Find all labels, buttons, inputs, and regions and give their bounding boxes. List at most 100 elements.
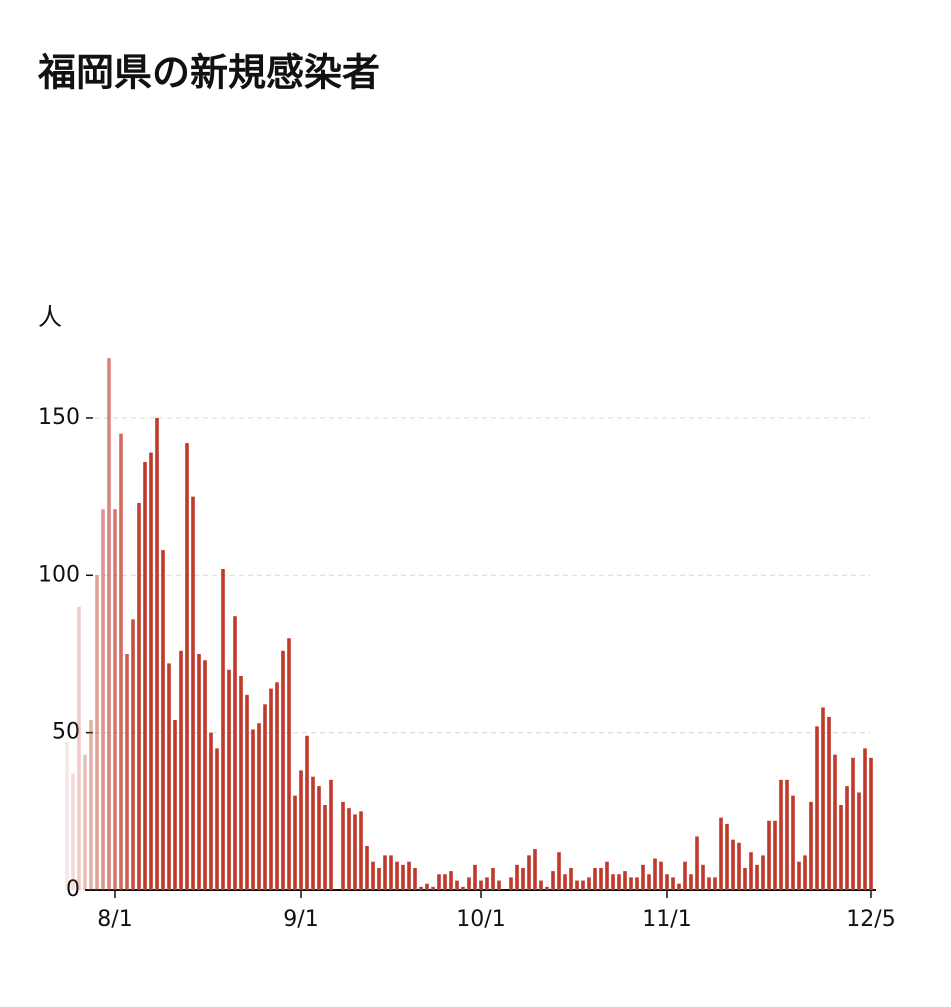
bar bbox=[113, 509, 117, 890]
bar bbox=[551, 871, 555, 890]
bar bbox=[719, 817, 723, 890]
bar bbox=[347, 808, 351, 890]
bar bbox=[413, 867, 417, 890]
bar bbox=[107, 358, 111, 890]
y-axis-label: 人 bbox=[38, 303, 62, 331]
x-tick-label: 10/1 bbox=[456, 907, 505, 932]
bar bbox=[305, 735, 309, 890]
bar bbox=[851, 757, 855, 890]
bar bbox=[833, 754, 837, 890]
bar bbox=[365, 845, 369, 890]
bar bbox=[443, 874, 447, 890]
bar bbox=[155, 417, 159, 890]
bar bbox=[323, 805, 327, 890]
bar bbox=[599, 867, 603, 890]
bar bbox=[317, 786, 321, 890]
bar bbox=[281, 650, 285, 890]
bar bbox=[275, 682, 279, 890]
bar bbox=[653, 858, 657, 890]
bar bbox=[149, 452, 153, 890]
bar bbox=[461, 886, 465, 890]
bar bbox=[647, 874, 651, 890]
bar bbox=[401, 864, 405, 890]
bar bbox=[89, 720, 93, 890]
y-tick-label: 100 bbox=[38, 562, 80, 587]
x-tick-label: 9/1 bbox=[283, 907, 318, 932]
y-tick-label: 0 bbox=[66, 877, 80, 902]
bar bbox=[119, 433, 123, 890]
bar bbox=[95, 575, 99, 890]
bar bbox=[125, 653, 129, 890]
bar bbox=[389, 855, 393, 890]
bar bbox=[479, 880, 483, 890]
bar bbox=[869, 757, 873, 890]
bar bbox=[131, 619, 135, 890]
bar bbox=[767, 820, 771, 890]
bar bbox=[677, 883, 681, 890]
bar bbox=[173, 720, 177, 890]
bar bbox=[179, 650, 183, 890]
bar bbox=[665, 874, 669, 890]
y-tick-label: 150 bbox=[38, 405, 80, 430]
bar bbox=[635, 877, 639, 890]
bar bbox=[71, 773, 75, 890]
bar bbox=[731, 839, 735, 890]
bar bbox=[827, 716, 831, 890]
bar bbox=[815, 726, 819, 890]
bar bbox=[209, 732, 213, 890]
bar bbox=[263, 704, 267, 890]
bar bbox=[473, 864, 477, 890]
bar bbox=[845, 786, 849, 890]
bar bbox=[533, 849, 537, 890]
bar bbox=[515, 864, 519, 890]
bar bbox=[563, 874, 567, 890]
bar bbox=[863, 748, 867, 890]
bar bbox=[191, 496, 195, 890]
x-tick-label: 11/1 bbox=[642, 907, 691, 932]
bar bbox=[425, 883, 429, 890]
bar bbox=[143, 462, 147, 890]
bar bbox=[701, 864, 705, 890]
bar bbox=[755, 864, 759, 890]
bar bbox=[203, 660, 207, 890]
bar bbox=[311, 776, 315, 890]
bar bbox=[803, 855, 807, 890]
bar bbox=[485, 877, 489, 890]
bar bbox=[749, 852, 753, 890]
bar bbox=[257, 723, 261, 890]
bar bbox=[581, 880, 585, 890]
bar bbox=[725, 823, 729, 890]
bar bbox=[83, 754, 87, 890]
bar bbox=[449, 871, 453, 890]
bar bbox=[293, 795, 297, 890]
bar bbox=[395, 861, 399, 890]
bar bbox=[629, 877, 633, 890]
y-tick-label: 50 bbox=[52, 720, 80, 745]
bar bbox=[797, 861, 801, 890]
bar bbox=[587, 877, 591, 890]
bar bbox=[623, 871, 627, 890]
bar bbox=[77, 606, 81, 890]
bar bbox=[743, 867, 747, 890]
bar bbox=[383, 855, 387, 890]
bar bbox=[137, 502, 141, 890]
bar bbox=[737, 842, 741, 890]
bar bbox=[695, 836, 699, 890]
bar bbox=[251, 729, 255, 890]
bar bbox=[809, 801, 813, 890]
bar bbox=[215, 748, 219, 890]
bar bbox=[161, 550, 165, 890]
bar bbox=[575, 880, 579, 890]
bar bbox=[611, 874, 615, 890]
bar bbox=[539, 880, 543, 890]
bar bbox=[689, 874, 693, 890]
bar bbox=[557, 852, 561, 890]
bar bbox=[593, 867, 597, 890]
bar bbox=[353, 814, 357, 890]
bar bbox=[707, 877, 711, 890]
bar bbox=[359, 811, 363, 890]
bar bbox=[641, 864, 645, 890]
bar bbox=[239, 676, 243, 890]
bar bbox=[521, 867, 525, 890]
